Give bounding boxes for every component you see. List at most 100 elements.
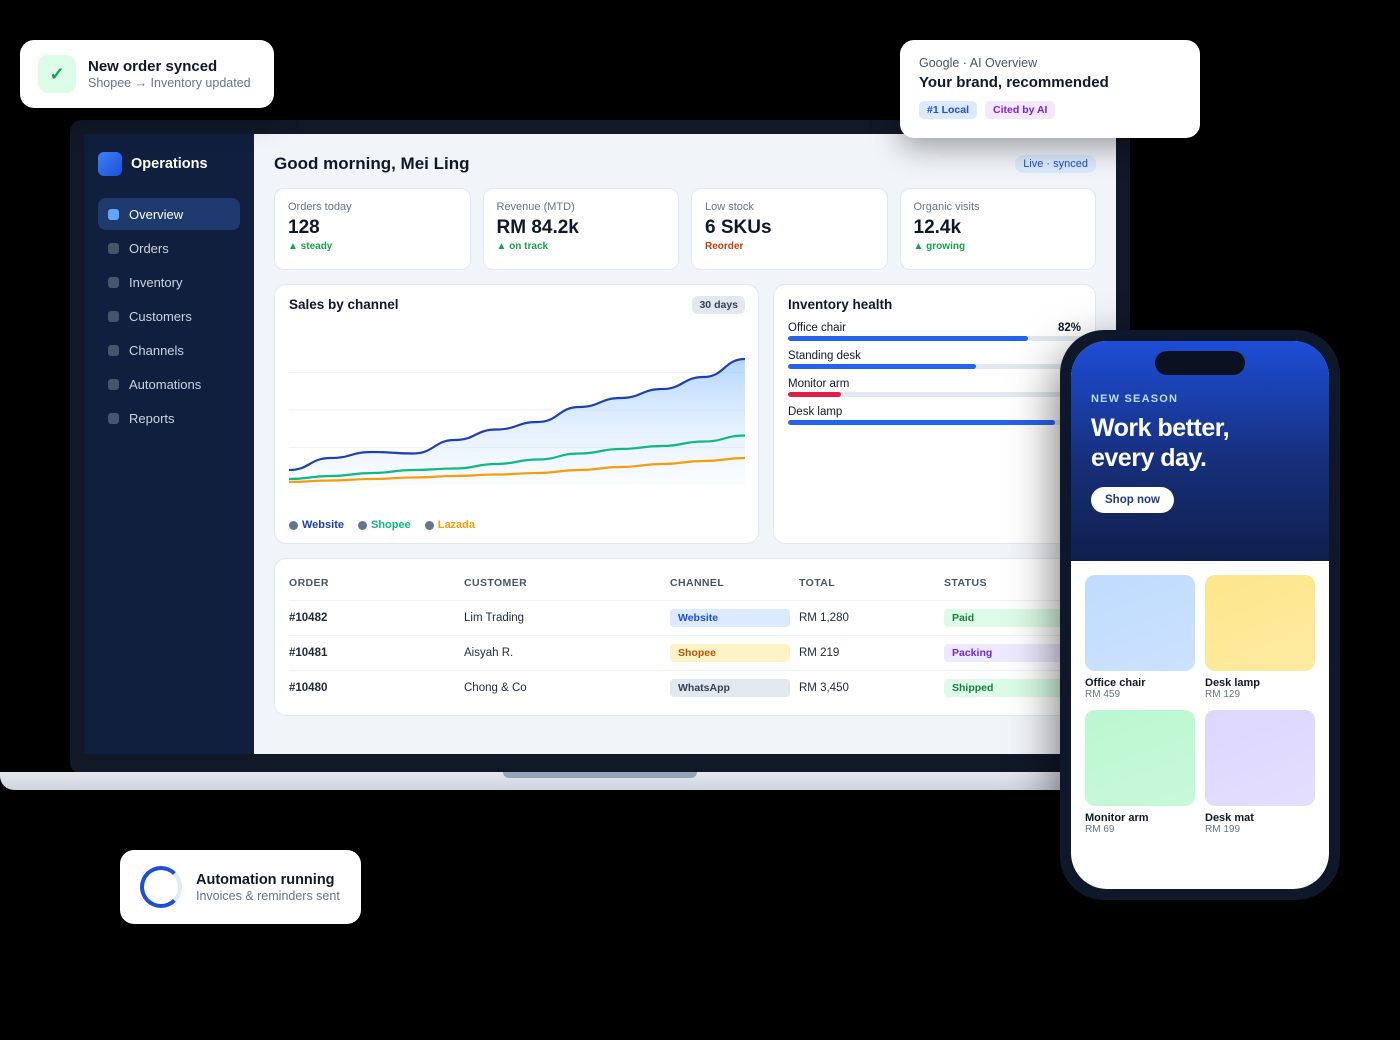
inventory-item[interactable]: Monitor arm [788,378,1081,397]
kpi-orders-today[interactable]: Orders today 128 ▲ steady [274,188,471,270]
status-cell: Packing [944,635,1081,671]
order-id[interactable]: #10481 [289,635,464,671]
kpi-value: 6 SKUs [705,217,772,238]
column-header[interactable]: STATUS [944,567,1081,601]
legend-item[interactable]: Lazada [424,519,476,531]
page-title: Good morning, Mei Ling [274,154,470,173]
legend-label: Website [302,519,344,531]
inventory-icon [108,276,119,288]
kpi-trend: ▲ on track [496,241,549,252]
sidebar-item-overview[interactable]: Overview [98,198,240,230]
kpi-label: Revenue (MTD) [496,201,575,213]
inventory-item[interactable]: Office chair 82% [788,322,1081,341]
hero-title-line: every day. [1091,444,1207,472]
orders-icon [108,242,119,254]
table-row[interactable]: #10481 Aisyah R. Shopee RM 219 Packing [289,635,1081,671]
product-card[interactable]: Desk mat RM 199 [1205,710,1315,835]
hero-kicker: NEW SEASON [1091,393,1179,405]
check-icon: ✓ [38,55,76,93]
channels-icon [108,344,119,356]
product-price: RM 129 [1205,689,1241,700]
overview-icon [108,208,119,220]
legend-marker [424,520,434,530]
product-card[interactable]: Office chair RM 459 [1085,575,1195,700]
orders-table-panel: ORDER CUSTOMER CHANNEL TOTAL STATUS #10482 Li… [274,558,1096,716]
inventory-item-header: Office chair 82% [788,322,1081,334]
series-line-website [288,357,746,472]
customers-icon [108,310,119,322]
sidebar-item-label: Customers [129,308,192,324]
orders-table-body: #10482 Lim Trading Website RM 1,280 Paid #104… [289,600,1081,705]
toast-title: New order synced [88,58,218,75]
range-selector[interactable]: 30 days [692,296,745,314]
sidebar-item-channels[interactable]: Channels [98,334,240,366]
series-line-shopee [288,434,746,481]
sales-chart-title: Sales by channel [289,297,399,312]
kpi-value: RM 84.2k [496,217,579,238]
kpi-organic-visits[interactable]: Organic visits 12.4k ▲ growing [899,188,1096,270]
column-header[interactable]: TOTAL [799,567,944,601]
channel-badge: WhatsApp [670,678,790,697]
product-name: Monitor arm [1085,812,1149,824]
column-header[interactable]: CUSTOMER [464,567,670,601]
product-price: RM 69 [1085,824,1115,835]
inventory-list: Office chair 82% Standing desk6 Monitor arm… [788,322,1081,425]
sidebar-item-label: Overview [129,206,184,222]
sidebar-item-orders[interactable]: Orders [98,232,240,264]
spinner-icon [140,866,182,908]
hero-title: Work better, every day. [1091,413,1309,473]
sync-status-badge: Live · synced [1015,155,1096,173]
product-card[interactable]: Monitor arm RM 69 [1085,710,1195,835]
kpi-row: Orders today 128 ▲ steady Revenue (MTD) … [274,188,1096,270]
product-image [1085,710,1195,806]
status-badge: Packing [944,643,1064,662]
toast-subtitle: Shopee → Inventory updated [88,76,251,90]
sidebar-item-reports[interactable]: Reports [98,402,240,434]
automation-status-card[interactable]: Automation running Invoices & reminders … [120,850,361,924]
column-header[interactable]: ORDER [289,567,464,601]
legend-label: Lazada [437,519,476,531]
automation-title: Automation running [196,871,335,888]
customer-name: Chong & Co [464,681,527,694]
brand[interactable]: Operations [98,152,240,176]
ai-overview-source: Google · AI Overview [919,56,1038,70]
panels-row: Sales by channel 30 days Website Shopee La… [274,284,1096,544]
product-price: RM 459 [1085,689,1121,700]
column-header[interactable]: CHANNEL [670,567,799,601]
product-grid: Office chair RM 459 Desk lamp RM 129 Monitor… [1071,561,1329,835]
ai-overview-tags: #1 Local Cited by AI [919,101,1181,119]
legend-item[interactable]: Website [289,519,344,531]
inventory-item[interactable]: Standing desk6 [788,350,1081,369]
legend-label: Shopee [370,519,411,531]
product-card[interactable]: Desk lamp RM 129 [1205,575,1315,700]
legend-item[interactable]: Shopee [357,519,411,531]
ai-overview-card[interactable]: Google · AI Overview Your brand, recomme… [900,40,1200,138]
order-synced-toast[interactable]: ✓ New order synced Shopee → Inventory up… [20,40,274,108]
table-row[interactable]: #10482 Lim Trading Website RM 1,280 Paid [289,600,1081,636]
sidebar-item-label: Orders [129,240,169,256]
inventory-progress-fill [788,420,1055,425]
order-id[interactable]: #10480 [289,681,328,694]
inventory-health-panel: Inventory health Office chair 82% Standing… [773,284,1096,544]
shop-now-button[interactable]: Shop now [1091,487,1174,513]
order-id[interactable]: #10482 [289,600,464,636]
page-header: Good morning, Mei Ling Live · synced [274,152,1096,176]
chart-legend: Website Shopee Lazada [289,519,475,531]
inventory-item[interactable]: Desk lamp [788,406,1081,425]
product-name: Desk lamp [1205,677,1261,689]
sidebar-item-automations[interactable]: Automations [98,368,240,400]
sidebar-item-inventory[interactable]: Inventory [98,266,240,298]
sales-chart [288,357,746,485]
tag-local: #1 Local [919,101,978,119]
sidebar-item-label: Inventory [129,274,183,290]
status-cell: Paid [944,600,1081,636]
kpi-low-stock[interactable]: Low stock 6 SKUs Reorder [691,188,888,270]
store-hero: NEW SEASON Work better, every day. Shop … [1071,341,1329,561]
kpi-revenue[interactable]: Revenue (MTD) RM 84.2k ▲ on track [482,188,679,270]
table-row[interactable]: #10480 Chong & Co WhatsApp RM 3,450 Shipped [289,670,1081,705]
series-line-lazada [288,456,746,484]
sidebar-item-customers[interactable]: Customers [98,300,240,332]
product-image [1205,710,1315,806]
laptop-base [0,772,1200,790]
product-image [1205,575,1315,671]
